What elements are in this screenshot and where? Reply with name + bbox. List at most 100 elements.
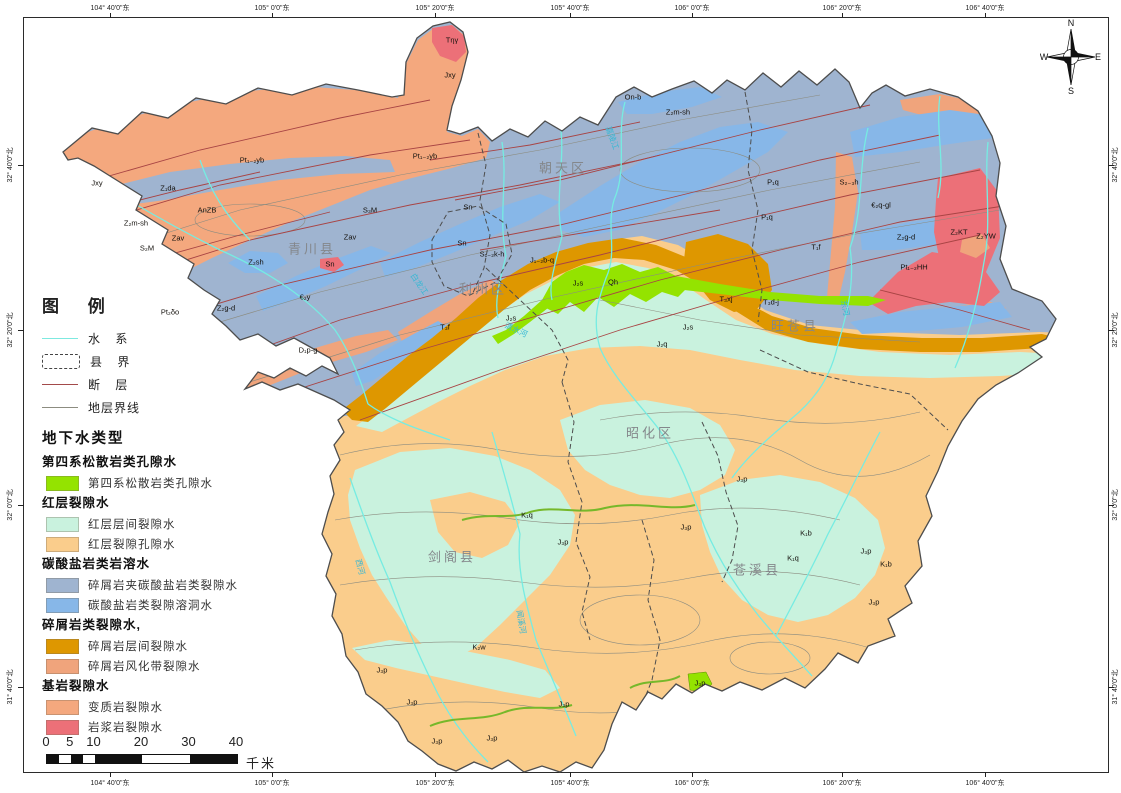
stratum-symbol [42,407,78,408]
scale-tick-label: 10 [86,734,101,749]
scale-segment [47,755,59,763]
legend-item: 碎屑岩夹碳酸盐岩类裂隙水 [42,575,302,595]
legend-line-item: 县 界 [42,350,302,373]
legend-color-swatch [46,577,79,593]
scale-tick-label: 0 [42,734,50,749]
coordinate-label-bottom: 105° 0'0"东 [254,780,290,787]
frame-tick [435,13,436,18]
groundwater-type-title: 地下水类型 [42,431,125,447]
coordinate-label-top: 106° 0'0"东 [674,5,710,12]
legend-group: 基岩裂隙水变质岩裂隙水 岩浆岩裂隙水 [42,676,302,737]
legend-title: 图 例 [42,297,117,316]
frame-tick [110,13,111,18]
legend-line-label: 断 层 [88,378,134,392]
frame-tick [1108,330,1114,331]
legend-item: 碳酸盐岩类裂隙溶洞水 [42,595,302,615]
legend-color-swatch [46,699,79,715]
frame-tick [272,772,273,777]
legend-item: 第四系松散岩类孔隙水 [42,473,302,493]
coordinate-label-top: 105° 40'0"东 [550,5,590,12]
frame-tick [570,13,571,18]
legend-line-items: 水 系县 界断 层地层界线 [42,327,302,419]
frame-tick [18,687,24,688]
legend-line-label: 水 系 [88,332,134,346]
scale-segment [142,755,190,763]
scale-tick-label: 5 [66,734,74,749]
coordinate-label-top: 106° 40'0"东 [965,5,1005,12]
legend-line-item: 地层界线 [42,396,302,419]
legend-line-item: 断 层 [42,373,302,396]
legend-group: 红层裂隙水红层层间裂隙水红层裂隙孔隙水 [42,493,302,554]
frame-tick [692,772,693,777]
legend-group-heading: 碳酸盐岩类岩溶水 [42,557,151,571]
scale-tick-label: 40 [228,734,244,749]
legend-item: 碎屑岩层间裂隙水 [42,636,302,656]
frame-tick [692,13,693,18]
map-neatline [23,17,1109,773]
region-outline [62,21,1057,773]
coordinate-label-top: 104° 40'0"东 [90,5,130,12]
legend-color-swatch [46,597,79,613]
legend-color-swatch [46,536,79,552]
coordinate-label-bottom: 106° 40'0"东 [965,780,1005,787]
frame-tick [985,772,986,777]
frame-tick [18,165,24,166]
legend-item: 变质岩裂隙水 [42,697,302,717]
legend-color-swatch [46,638,79,654]
compass-w: W [1040,52,1049,62]
legend-item-label: 碳酸盐岩类裂隙溶洞水 [88,600,213,612]
legend-item-label: 岩浆岩裂隙水 [88,722,163,734]
frame-tick [842,13,843,18]
coordinate-label-top: 105° 0'0"东 [254,5,290,12]
legend-item-label: 碎屑岩层间裂隙水 [88,641,188,653]
legend-line-item: 水 系 [42,327,302,350]
coordinate-label-left: 32° 20'0"北 [7,312,14,348]
scale-bar: 千米 0 5 10 20 30 40 [42,734,326,774]
county-symbol [42,354,80,369]
compass-n: N [1068,18,1075,28]
coordinate-label-bottom: 105° 40'0"东 [550,780,590,787]
scale-segment [189,755,237,763]
frame-tick [570,772,571,777]
scale-segment [58,755,71,763]
legend-item-label: 变质岩裂隙水 [88,702,163,714]
legend-line-label: 地层界线 [88,401,141,415]
frame-tick [985,13,986,18]
compass-e: E [1095,52,1101,62]
scale-bar-segments [46,754,238,764]
coordinate-label-bottom: 106° 0'0"东 [674,780,710,787]
legend-group: 碎屑岩类裂隙水, 碎屑岩层间裂隙水 碎屑岩风化带裂隙水 [42,615,302,676]
legend-group-heading: 第四系松散岩类孔隙水 [42,455,178,469]
legend-item: 红层裂隙孔隙水 [42,534,302,554]
legend-color-swatch [46,475,79,491]
legend-item-label: 碎屑岩夹碳酸盐岩类裂隙水 [88,580,238,592]
frame-tick [1108,505,1114,506]
coordinate-label-top: 106° 20'0"东 [822,5,862,12]
compass-star [1046,28,1096,86]
coordinate-label-bottom: 104° 40'0"东 [90,780,130,787]
coordinate-label-top: 105° 20'0"东 [415,5,455,12]
legend-groups: 第四系松散岩类孔隙水 第四系松散岩类孔隙水 红层裂隙水 红层层间裂隙水 红层裂隙孔隙水碳… [42,452,302,737]
scale-tick-label: 30 [181,734,196,749]
legend-group: 第四系松散岩类孔隙水 第四系松散岩类孔隙水 [42,452,302,493]
legend-color-swatch [46,719,79,735]
legend-group-heading: 碎屑岩类裂隙水, [42,618,141,632]
legend-group-heading: 红层裂隙水 [42,496,110,510]
scale-segment [94,755,142,763]
legend-item-label: 红层层间裂隙水 [88,519,176,531]
legend-item: 红层层间裂隙水 [42,514,302,534]
legend: 图 例 水 系县 界断 层地层界线 地下水类型 第四系松散岩类孔隙水 第四系松散岩… [42,292,302,737]
legend-group-heading: 基岩裂隙水 [42,679,110,693]
frame-tick [1108,165,1114,166]
frame-tick [272,13,273,18]
compass-s: S [1068,86,1074,96]
fault-symbol [42,384,78,385]
compass-rose: N S W E [1040,16,1102,96]
frame-tick [1108,687,1114,688]
frame-tick [18,505,24,506]
legend-item: 岩浆岩裂隙水 [42,717,302,737]
legend-color-swatch [46,516,79,532]
coordinate-label-left: 32° 0'0"北 [7,489,14,521]
